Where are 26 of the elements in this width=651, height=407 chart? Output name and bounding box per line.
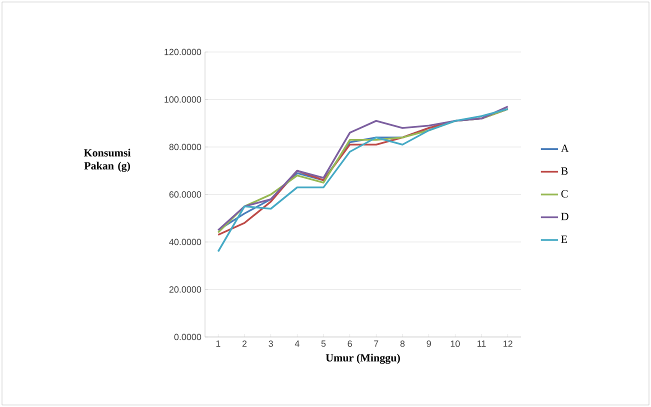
- legend-label: A: [560, 144, 569, 152]
- x-tick-label: 3: [268, 340, 273, 347]
- x-tick-label: 2: [242, 340, 247, 347]
- x-tick-label: 10: [450, 340, 460, 347]
- x-tick-label: 9: [426, 340, 431, 347]
- x-axis-title: Umur (Minggu): [326, 354, 400, 364]
- x-tick-label: 11: [478, 340, 486, 347]
- x-tick-label: 7: [374, 340, 378, 347]
- x-tick-label: 12: [504, 340, 512, 347]
- x-tick-label: 6: [348, 340, 352, 347]
- y-tick-label: 120.0000: [164, 48, 202, 56]
- y-tick-label: 100.0000: [164, 96, 202, 103]
- legend-label: B: [561, 167, 568, 175]
- x-tick-label: 1: [216, 340, 220, 347]
- x-tick-label: 5: [321, 340, 326, 347]
- legend-label: E: [561, 236, 568, 243]
- y-tick-label: 0.0000: [174, 334, 202, 340]
- legend-label: C: [561, 190, 568, 198]
- x-tick-label: 8: [400, 340, 405, 347]
- y-tick-label: 20.0000: [169, 286, 202, 293]
- legend-label: D: [561, 212, 568, 220]
- y-axis-title: Konsumsi Pakan (g): [84, 148, 131, 172]
- x-tick-label: 4: [294, 340, 300, 347]
- y-tick-label: 40.0000: [169, 238, 202, 246]
- y-tick-label: 80.0000: [169, 144, 202, 150]
- y-tick-label: 60.0000: [169, 191, 202, 198]
